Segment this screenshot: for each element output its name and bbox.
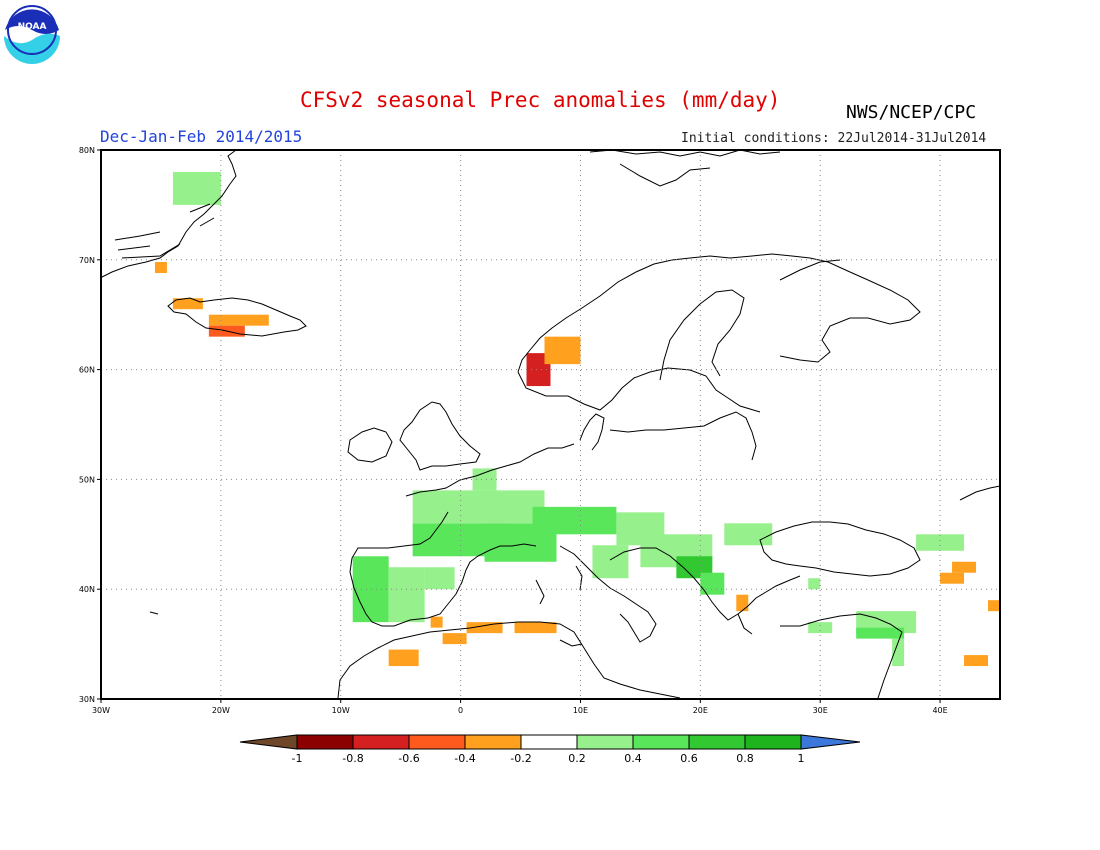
ireland (347, 427, 393, 463)
agency-label: NWS/NCEP/CPC (846, 102, 977, 123)
colorbar-label: 0.8 (736, 752, 754, 765)
anomaly-cell (388, 567, 425, 623)
anomaly-cell (388, 649, 419, 667)
anomaly-cell (172, 171, 221, 205)
anomaly-cell (724, 523, 773, 546)
colorbar-swatch (688, 734, 746, 750)
islands (149, 565, 583, 647)
anomaly-cell (916, 534, 965, 551)
lon-tick-label: 10E (573, 706, 588, 715)
lon-tick-label: 0 (458, 706, 463, 715)
levant (877, 631, 903, 699)
great-britain (399, 401, 481, 471)
svalbard (589, 149, 781, 187)
turkey-south (780, 613, 903, 633)
gulf-of-bothnia (659, 289, 745, 381)
anomaly-cell (442, 633, 467, 645)
season-label: Dec-Jan-Feb 2014/2015 (100, 127, 303, 146)
colorbar-swatch (408, 734, 466, 750)
map-frame (100, 149, 1001, 700)
novaya-zemlya (779, 259, 841, 281)
greenland-fjords (114, 203, 215, 259)
denmark (579, 413, 605, 451)
france-coast (405, 443, 575, 497)
colorbar-swatch (296, 734, 354, 750)
balkans-greece (693, 575, 801, 635)
lon-tick-label: 10W (332, 706, 350, 715)
lon-tick-label: 20E (693, 706, 708, 715)
scandinavia-coast (517, 253, 921, 413)
colorbar-under-arrow (239, 734, 298, 750)
lat-tick-label: 50N (79, 475, 95, 484)
anomaly-cell (424, 567, 455, 590)
anomaly-cell (808, 578, 821, 590)
colorbar-label: 0.6 (680, 752, 698, 765)
noaa-logo-icon: NOAA (1, 1, 63, 64)
anomaly-cell (430, 616, 443, 628)
biscay-iberia (349, 511, 537, 627)
lon-tick-label: 30W (92, 706, 110, 715)
colorbar-label: -0.8 (342, 752, 363, 765)
colorbar-swatch (464, 734, 522, 750)
italy (559, 545, 695, 643)
anomaly-cell (544, 336, 581, 365)
baltic-coast (609, 411, 757, 461)
anomaly-cell (808, 622, 833, 634)
lat-tick-label: 60N (79, 366, 95, 375)
anomaly-cell (952, 561, 977, 573)
lon-tick-label: 20W (212, 706, 230, 715)
anomaly-cell (466, 622, 503, 634)
lon-tick-label: 30E (813, 706, 828, 715)
colorbar-label: 1 (798, 752, 805, 765)
north-africa (337, 621, 681, 699)
colorbar-label: -0.6 (398, 752, 419, 765)
colorbar-label: 0.4 (624, 752, 642, 765)
colorbar-label: -0.4 (454, 752, 475, 765)
anomaly-cell (592, 545, 629, 579)
anomaly-cell (856, 627, 905, 639)
anomaly-cell (472, 468, 497, 491)
anomaly-cell (988, 600, 1000, 612)
colorbar: -1 -0.8 -0.6 -0.4 -0.2 0.2 0.4 0.6 0.8 1 (239, 734, 861, 765)
noaa-logo-text: NOAA (18, 22, 47, 32)
anomaly-cell (700, 572, 725, 595)
caspian (959, 485, 1001, 501)
anomaly-cell (964, 655, 989, 667)
colorbar-swatch (744, 734, 802, 750)
lat-tick-label: 70N (79, 256, 95, 265)
colorbar-swatch (632, 734, 690, 750)
lat-tick-label: 30N (79, 695, 95, 704)
colorbar-swatch (520, 734, 578, 750)
lat-tick-label: 80N (79, 146, 95, 155)
anomaly-cell (412, 490, 545, 524)
greenland-coast (99, 149, 237, 279)
anomaly-cell (514, 622, 557, 634)
anomaly-cell (892, 638, 905, 667)
anomaly-cells (154, 171, 1000, 667)
lon-ticks: 30W 20W 10W 0 10E 20E 30E 40E (92, 699, 948, 715)
colorbar-swatch (352, 734, 410, 750)
colorbar-label: 0.2 (568, 752, 586, 765)
iceland-coast (167, 297, 307, 337)
anomaly-cell (736, 594, 749, 612)
black-sea (759, 521, 921, 577)
anomaly-cell (154, 261, 167, 273)
colorbar-label: -1 (292, 752, 303, 765)
colorbar-swatch (576, 734, 634, 750)
initial-conditions-label: Initial conditions: 22Jul2014-31Jul2014 (681, 131, 987, 146)
coastlines (99, 149, 1001, 699)
colorbar-label: -0.2 (510, 752, 531, 765)
anomaly-cell (172, 298, 203, 310)
anomaly-cell (940, 572, 965, 584)
colorbar-over-arrow (800, 734, 861, 750)
lon-tick-label: 40E (932, 706, 947, 715)
anomaly-cell (208, 314, 269, 326)
lat-tick-label: 40N (79, 585, 95, 594)
anomaly-cell (352, 556, 389, 623)
map-title: CFSv2 seasonal Prec anomalies (mm/day) (300, 88, 781, 112)
lat-ticks: 30N 40N 50N 60N 70N 80N (79, 146, 101, 704)
anomaly-cell (532, 506, 617, 535)
